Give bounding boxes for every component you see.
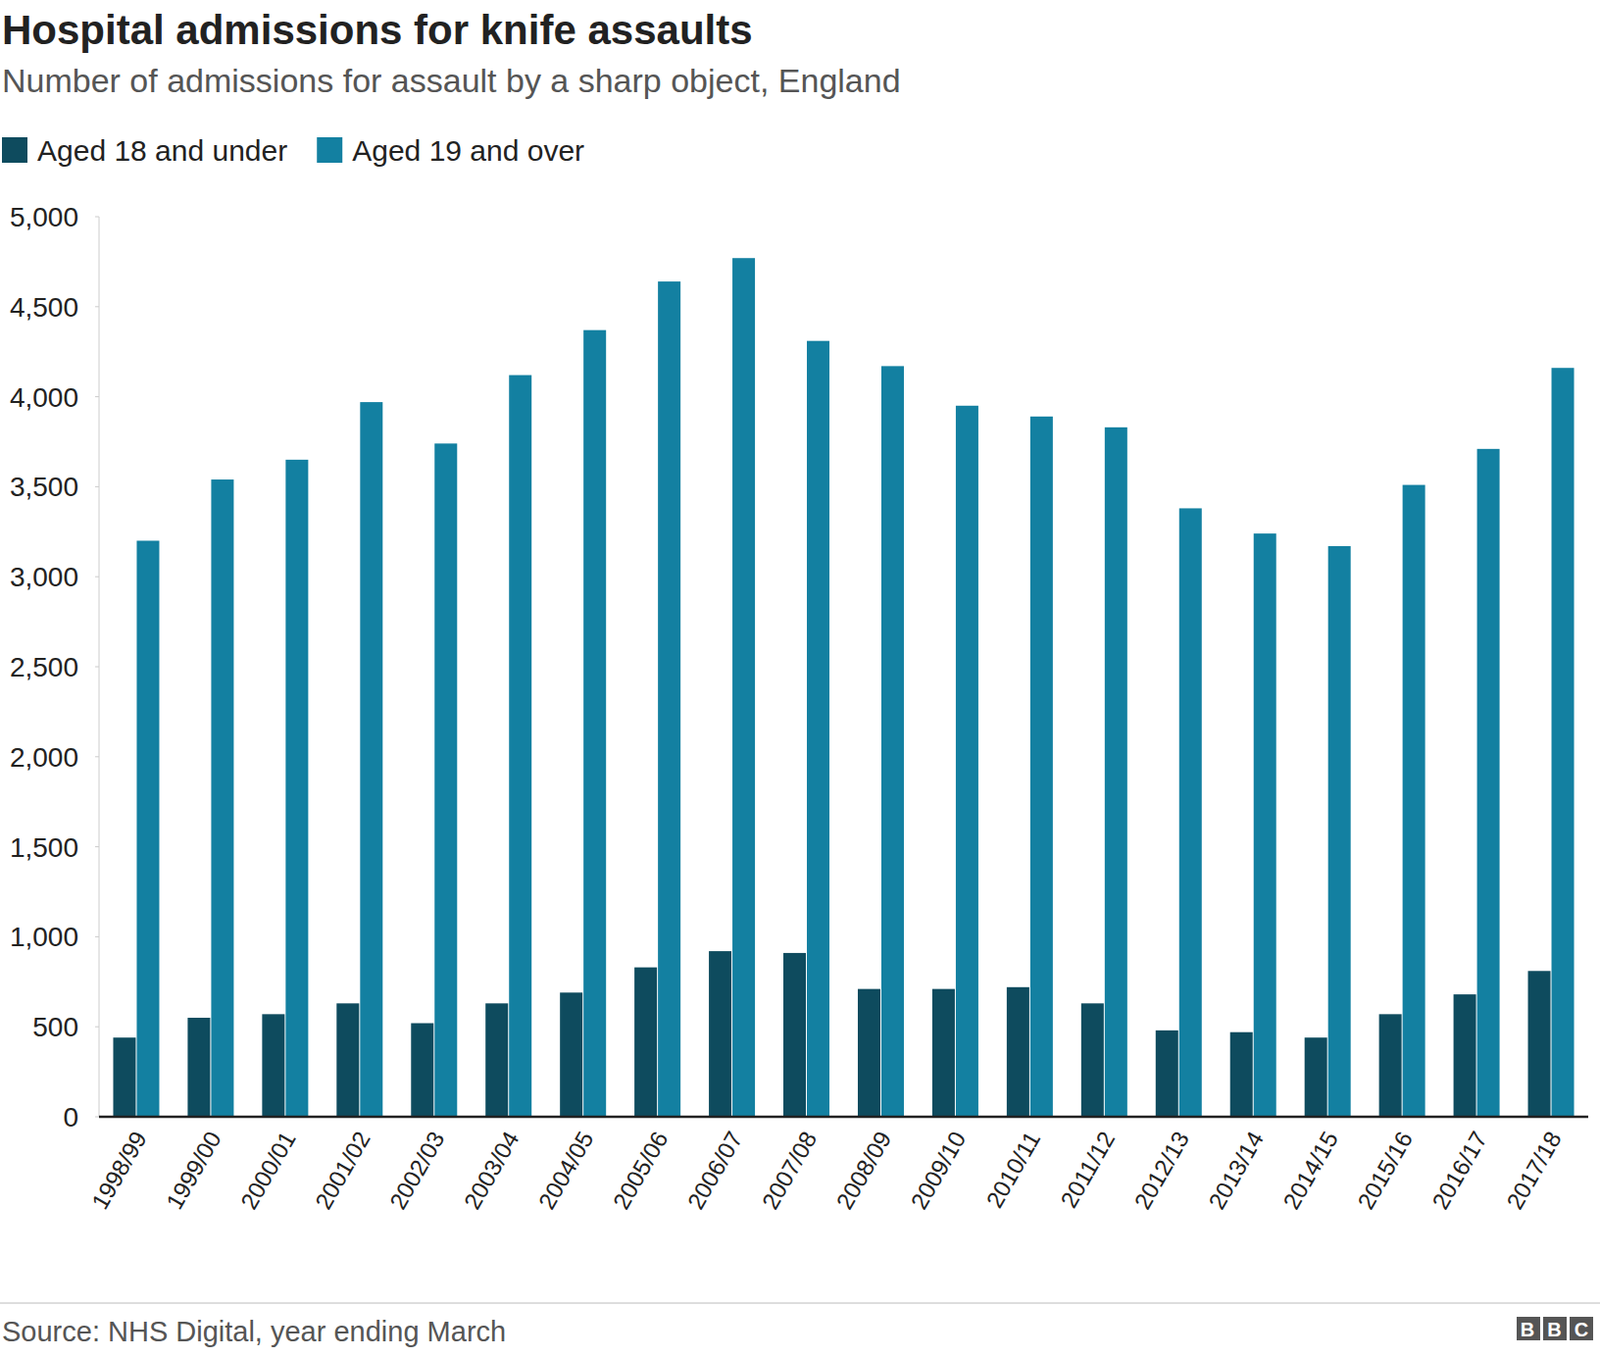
bar bbox=[955, 405, 979, 1117]
bar bbox=[359, 401, 383, 1117]
bar bbox=[1304, 1037, 1328, 1117]
chart: Hospital admissions for knife assaults Nu… bbox=[0, 0, 1600, 1357]
y-tick bbox=[95, 396, 100, 398]
x-tick-label: 2017/18 bbox=[1500, 1126, 1567, 1214]
bar bbox=[1230, 1032, 1253, 1117]
legend-label: Aged 18 and under bbox=[37, 134, 288, 167]
y-tick bbox=[95, 216, 100, 218]
x-tick-label: 2007/08 bbox=[756, 1126, 823, 1214]
bar bbox=[1030, 416, 1053, 1117]
bar bbox=[434, 443, 457, 1117]
x-tick-label: 2006/07 bbox=[682, 1126, 749, 1214]
y-tick bbox=[95, 666, 100, 668]
legend-swatch bbox=[1, 137, 28, 163]
bar bbox=[1081, 1002, 1104, 1117]
x-tick-label: 1998/99 bbox=[86, 1126, 152, 1214]
x-tick-label: 2005/06 bbox=[607, 1126, 674, 1214]
y-tick-label: 5,000 bbox=[9, 201, 79, 233]
logo-text: BBC bbox=[1520, 1318, 1600, 1341]
bar bbox=[932, 989, 955, 1117]
bar bbox=[732, 257, 755, 1117]
y-tick bbox=[95, 486, 100, 488]
y-tick-label: 4,000 bbox=[9, 382, 79, 413]
y-tick bbox=[95, 1116, 100, 1118]
bar bbox=[136, 540, 159, 1117]
x-tick-label: 2016/17 bbox=[1426, 1126, 1493, 1214]
source: Source: NHS Digital, year ending March bbox=[1, 1315, 506, 1348]
x-tick-label: 2015/16 bbox=[1351, 1126, 1418, 1214]
bar bbox=[1453, 994, 1477, 1117]
bar bbox=[112, 1037, 136, 1117]
y-tick-label: 0 bbox=[62, 1101, 79, 1133]
x-tick-label: 1999/00 bbox=[160, 1126, 227, 1214]
bar bbox=[336, 1002, 359, 1117]
y-tick-label: 2,500 bbox=[9, 651, 79, 683]
footer-rule bbox=[0, 1302, 1600, 1304]
bar bbox=[187, 1017, 210, 1117]
y-tick-label: 4,500 bbox=[9, 292, 79, 323]
x-tick-label: 2011/12 bbox=[1054, 1126, 1120, 1212]
x-axis-line bbox=[99, 1115, 1589, 1119]
logo: BBC bbox=[1516, 1316, 1600, 1341]
y-tick-label: 3,500 bbox=[9, 471, 79, 502]
bar bbox=[485, 1002, 508, 1117]
bar bbox=[857, 989, 881, 1117]
bar bbox=[1006, 987, 1030, 1117]
y-tick bbox=[95, 846, 100, 848]
bar bbox=[1328, 546, 1351, 1117]
x-tick-label: 2010/11 bbox=[980, 1126, 1046, 1212]
bar bbox=[559, 992, 583, 1117]
x-tick-label: 2014/15 bbox=[1277, 1126, 1344, 1214]
y-tick bbox=[95, 755, 100, 757]
bar bbox=[708, 950, 732, 1117]
bar bbox=[261, 1013, 285, 1117]
subtitle: Number of admissions for assault by a sh… bbox=[1, 61, 901, 100]
y-tick bbox=[95, 305, 100, 307]
x-tick-label: 2009/10 bbox=[904, 1126, 971, 1214]
x-tick-label: 2004/05 bbox=[533, 1126, 600, 1214]
y-tick-label: 1,000 bbox=[9, 921, 79, 952]
bar bbox=[285, 459, 308, 1117]
x-tick-label: 2013/14 bbox=[1202, 1126, 1269, 1214]
bar bbox=[410, 1023, 434, 1117]
legend-label: Aged 19 and over bbox=[351, 134, 585, 167]
x-tick-label: 2003/04 bbox=[458, 1126, 525, 1214]
x-tick-label: 2012/13 bbox=[1128, 1126, 1195, 1214]
x-tick-label: 2001/02 bbox=[309, 1126, 376, 1214]
bar bbox=[783, 952, 806, 1117]
x-tick-label: 2000/01 bbox=[235, 1126, 301, 1214]
bar bbox=[806, 341, 830, 1117]
y-tick bbox=[95, 576, 100, 578]
bar bbox=[1155, 1030, 1179, 1117]
bar bbox=[210, 479, 234, 1117]
bar bbox=[1379, 1013, 1402, 1117]
bar bbox=[1104, 427, 1128, 1117]
bar bbox=[583, 330, 606, 1117]
x-tick-label: 2002/03 bbox=[384, 1126, 450, 1214]
bar bbox=[1253, 533, 1277, 1117]
legend-swatch bbox=[316, 137, 343, 163]
title: Hospital admissions for knife assaults bbox=[1, 6, 753, 53]
bar bbox=[1179, 507, 1202, 1117]
bars bbox=[112, 257, 1574, 1117]
bar bbox=[1551, 367, 1575, 1117]
bar bbox=[508, 375, 532, 1117]
bar bbox=[881, 365, 904, 1117]
y-tick-label: 500 bbox=[32, 1011, 79, 1043]
y-tick-label: 3,000 bbox=[9, 561, 79, 593]
bar bbox=[1528, 970, 1551, 1117]
bar bbox=[1402, 485, 1426, 1117]
y-tick bbox=[95, 936, 100, 938]
bar bbox=[634, 967, 657, 1117]
y-tick bbox=[95, 1026, 100, 1028]
x-tick-label: 2008/09 bbox=[831, 1126, 898, 1214]
bar bbox=[657, 281, 681, 1117]
y-tick-label: 2,000 bbox=[9, 742, 79, 773]
y-tick-label: 1,500 bbox=[9, 832, 79, 863]
bar bbox=[1477, 449, 1500, 1117]
